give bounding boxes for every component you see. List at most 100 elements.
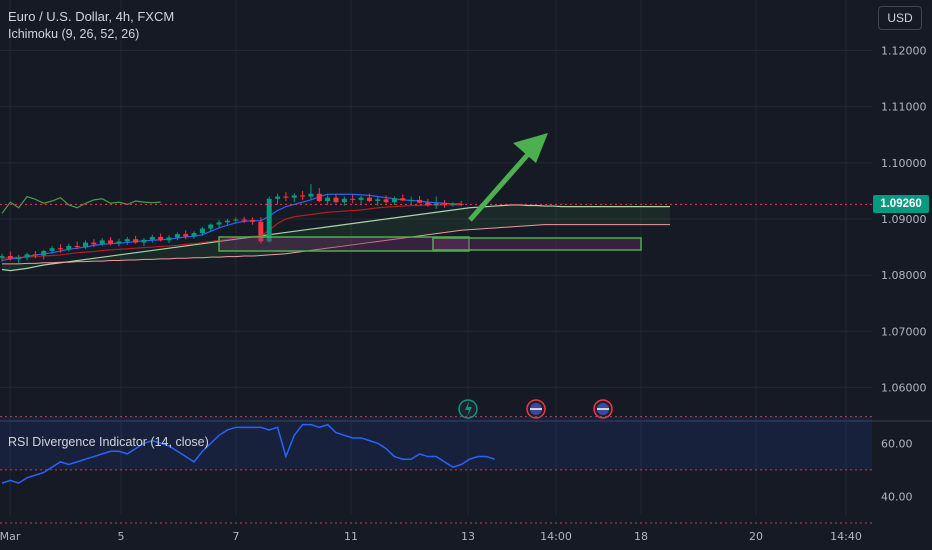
candle-body [199, 228, 205, 234]
chikou-line [1, 195, 161, 214]
candle-body [291, 195, 297, 198]
candle-body [283, 196, 289, 198]
lightning-event-icon [458, 399, 478, 419]
candle-body [341, 198, 347, 203]
candle-body [24, 254, 30, 258]
candle-body [74, 245, 80, 248]
candle-body [425, 202, 431, 206]
candle-body [442, 203, 448, 205]
flag-stripe [597, 408, 609, 410]
candle-body [108, 240, 114, 244]
us-flag-event-icon [526, 399, 546, 419]
candles [0, 184, 464, 264]
candle-body [408, 199, 414, 201]
price-axis-label: 1.09000 [881, 213, 927, 226]
candle-body [158, 236, 164, 241]
currency-button[interactable]: USD [878, 6, 922, 30]
price-axis-label: 1.12000 [881, 45, 927, 58]
ichimoku-cloud [1, 204, 670, 272]
rsi-line [1, 423, 495, 484]
candle-body [166, 237, 172, 241]
candle-body [116, 241, 122, 244]
candle-body [216, 222, 222, 225]
zone-box-right [432, 237, 642, 251]
price-axis-label: 1.06000 [881, 381, 927, 394]
candle-body [32, 254, 38, 256]
kijun-line [1, 204, 462, 259]
ichimoku-lines [1, 193, 462, 262]
axes: 1.12000 1.11000 1.10000 1.09000 1.08000 1.070… [0, 45, 927, 543]
candle-body [183, 234, 189, 237]
candle-body [350, 198, 356, 200]
last-price-tag: 1.09260 [873, 195, 929, 214]
flag-stripe [530, 408, 542, 410]
candle-body [366, 197, 372, 202]
candle-body [391, 198, 397, 203]
lightning-glyph [465, 401, 472, 417]
time-axis-label: 18 [634, 530, 648, 543]
candle-body [99, 240, 105, 245]
indicator-legend[interactable]: Ichimoku (9, 26, 52, 26) [8, 27, 140, 41]
candle-body [208, 224, 214, 229]
zone-box-left [218, 236, 470, 252]
candle-body [266, 198, 272, 242]
symbol-title[interactable]: Euro / U.S. Dollar, 4h, FXCM [8, 9, 175, 24]
candle-body [241, 219, 247, 221]
candle-body [224, 220, 230, 223]
rsi-legend[interactable]: RSI Divergence Indicator (14, close) [8, 435, 209, 449]
candle-body [124, 239, 130, 242]
candle-body [133, 239, 139, 243]
candle-body [383, 199, 389, 203]
cloud-fill [2, 204, 670, 271]
candle-body [149, 236, 155, 240]
candle-body [417, 199, 422, 203]
candle-body [41, 250, 47, 256]
candle-body [258, 221, 264, 242]
candle-body [233, 219, 239, 221]
candle-body [308, 193, 314, 197]
annotations [0, 133, 872, 419]
candle-body [450, 203, 456, 205]
rsi-axis-label: 60.00 [881, 437, 913, 450]
candle-body [91, 242, 97, 245]
candle-body [300, 195, 306, 197]
us-flag-event-icon [593, 399, 613, 419]
time-axis-label: 13 [461, 530, 475, 543]
candle-body [333, 197, 339, 203]
rsi-pane [0, 416, 932, 524]
candle-body [174, 234, 180, 238]
candle-body [191, 233, 197, 237]
candle-body [375, 199, 381, 202]
time-axis-label: 14:40 [830, 530, 862, 543]
candle-body [57, 248, 63, 250]
senkou-span-a-line [1, 204, 670, 272]
rsi-axis-label: 40.00 [881, 490, 913, 503]
chart-grid [0, 0, 872, 515]
candle-body [16, 257, 22, 259]
candle-body [0, 256, 5, 258]
price-axis-label: 1.08000 [881, 269, 927, 282]
candle-body [66, 245, 72, 250]
candle-body [83, 242, 88, 248]
candle-body [358, 197, 364, 200]
time-axis-label: Mar [0, 530, 21, 543]
candle-body [49, 248, 55, 251]
time-axis-label: 5 [118, 530, 125, 543]
candle-body [325, 197, 331, 202]
candle-body [141, 239, 147, 243]
time-axis-label: 14:00 [540, 530, 572, 543]
price-axis-label: 1.07000 [881, 325, 927, 338]
candle-body [7, 256, 13, 259]
time-axis-label: 7 [233, 530, 240, 543]
price-axis-label: 1.11000 [881, 101, 927, 114]
candle-body [275, 196, 281, 199]
time-axis-label: 11 [344, 530, 358, 543]
senkou-span-b-line [2, 224, 670, 265]
candle-body [250, 220, 255, 222]
arrow-shaft [468, 150, 532, 222]
time-axis-label: 20 [749, 530, 763, 543]
candle-body [400, 198, 406, 201]
price-axis-label: 1.10000 [881, 157, 927, 170]
tenkan-line [1, 193, 462, 262]
